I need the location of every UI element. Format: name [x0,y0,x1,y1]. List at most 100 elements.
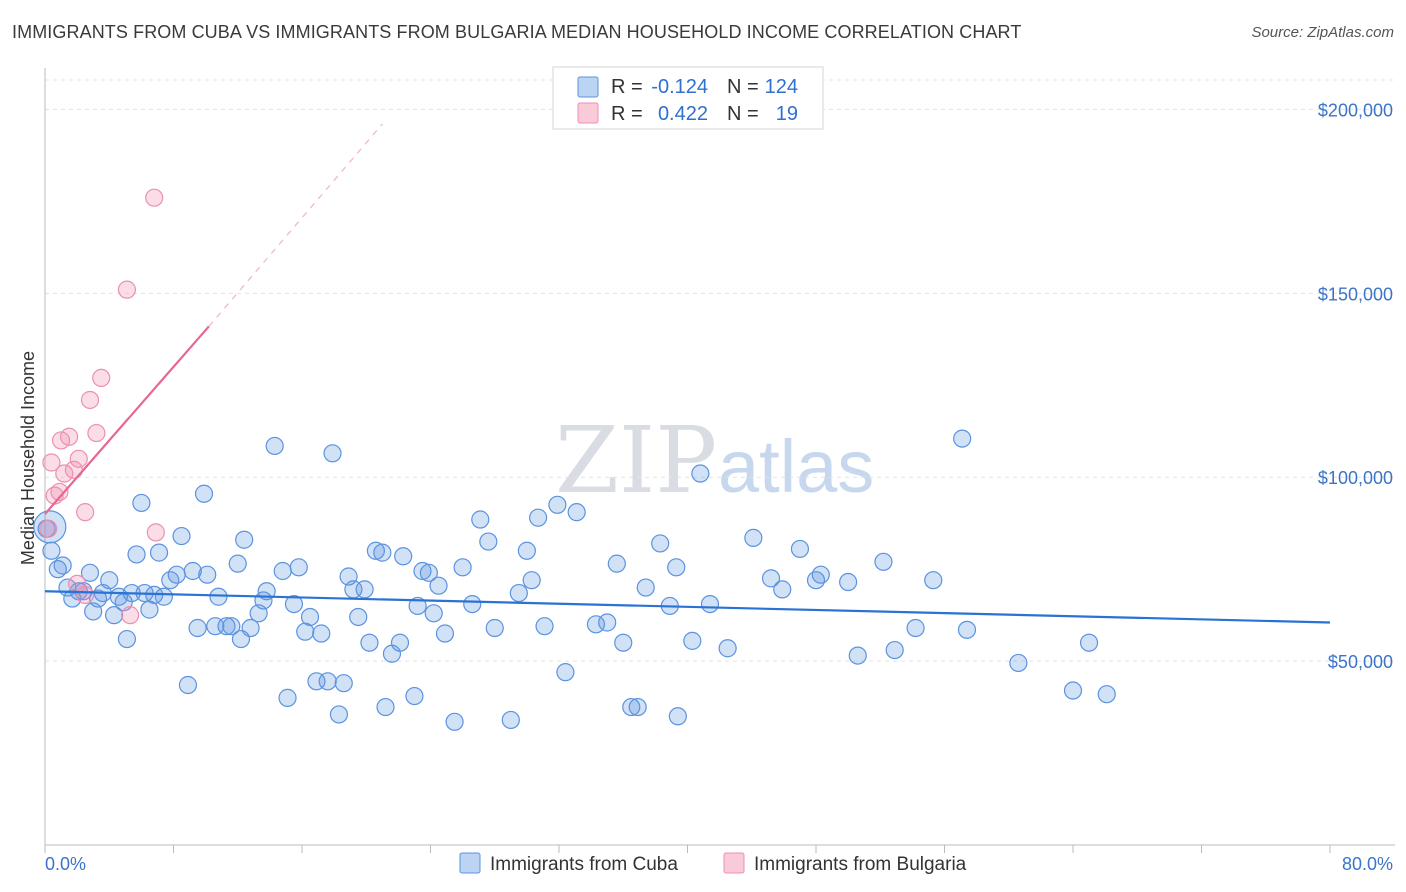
data-point-cuba [953,429,972,448]
data-point-cuba [318,672,337,691]
data-point-cuba [535,617,554,636]
data-point-bulgaria [76,585,95,605]
data-point-cuba [924,571,943,590]
data-point-cuba [300,607,320,627]
data-point-cuba [284,594,304,614]
legend-r-value-bulgaria: 0.422 [658,103,708,125]
data-point-cuba [349,607,368,627]
trend-line-bulgaria-extension [208,123,383,327]
legend-n-label-cuba: N = [727,76,759,98]
data-point-cuba [485,618,504,638]
bottom-legend-swatch-cuba [459,852,481,874]
x-tick-labels: 0.0% 80.0% [45,854,1393,874]
data-point-cuba [761,569,781,588]
data-point-cuba [885,640,904,660]
y-tick-label: $150,000 [1318,284,1393,304]
data-point-cuba [463,594,482,614]
data-point-cuba [607,554,626,573]
legend-n-label-bulgaria: N = [727,103,759,125]
y-tick-label: $100,000 [1318,468,1393,488]
data-point-cuba [1063,681,1083,700]
data-point-cuba [636,578,655,597]
trend-lines [44,123,1331,624]
data-point-cuba [334,674,353,693]
data-point-cuba [167,565,186,584]
data-point-cuba [149,543,169,562]
data-point-cuba [178,675,198,695]
data-point-cuba [806,571,826,590]
data-point-cuba [373,543,392,562]
data-point-cuba [790,539,810,559]
data-point-cuba [598,613,617,632]
x-tick-label-max: 80.0% [1342,854,1393,874]
data-point-cuba [323,444,342,463]
data-point-cuba [117,629,137,649]
data-point-cuba [700,594,720,614]
data-point-cuba [222,617,241,636]
data-point-cuba [548,495,567,514]
data-point-cuba [435,624,455,643]
legend-r-value-cuba: -0.124 [651,76,708,98]
data-point-cuba [668,707,687,726]
data-point-cuba [667,558,686,577]
legend-n-value-cuba: 124 [765,76,798,98]
data-point-cuba [501,710,520,730]
data-point-cuba [691,464,710,483]
data-point-cuba [241,618,260,638]
data-point-cuba [235,530,254,549]
data-point-cuba [132,493,151,513]
data-point-cuba [614,633,633,652]
data-point-cuba [127,545,146,564]
data-point-cuba [80,563,100,582]
data-point-cuba [172,526,191,546]
data-point-bulgaria [59,427,79,446]
data-point-cuba [183,561,202,581]
chart-title: IMMIGRANTS FROM CUBA VS IMMIGRANTS FROM … [12,22,1022,42]
data-point-cuba [567,503,586,522]
legend-swatch-cuba [577,76,599,98]
legend-n-value-bulgaria: 19 [776,103,798,125]
y-tick-label: $50,000 [1328,652,1393,672]
watermark-zip: ZIP [555,407,717,514]
data-point-cuba [405,686,424,706]
series-legend: Immigrants from Cuba Immigrants from Bul… [459,852,967,875]
data-point-cuba [355,580,374,599]
bottom-legend-swatch-bulgaria [723,852,745,874]
data-point-cuba [329,705,349,724]
legend-r-label-bulgaria: R = [611,103,643,125]
data-point-cuba [811,565,830,584]
data-point-cuba [1009,653,1028,673]
data-point-cuba [188,618,207,638]
correlation-legend: R = -0.124 N = 124 R = 0.422 N = 19 [552,66,824,130]
data-point-cuba [273,561,292,581]
data-point-cuba [471,510,490,529]
data-point-cuba [53,556,72,575]
trend-line-cuba [44,590,1331,624]
data-point-cuba [140,600,159,619]
y-tick-labels: $50,000 $100,000 $150,000 $200,000 [1318,100,1393,672]
data-point-cuba [217,617,236,636]
data-point-cuba [509,583,528,603]
data-point-bulgaria [92,368,111,388]
data-point-cuba [718,639,737,658]
data-point-cuba [360,633,379,652]
data-point-cuba [394,547,413,566]
gridlines [45,79,1395,662]
data-point-cuba [429,576,448,595]
data-point-cuba [209,587,228,606]
data-point-bulgaria [76,503,95,522]
series-bulgaria-points [39,188,165,625]
source-label: Source: ZipAtlas.com [1251,24,1394,41]
data-point-cuba [265,436,284,456]
data-point-bulgaria [121,606,140,625]
data-point-bulgaria [42,453,61,472]
watermark-atlas: atlas [718,425,874,508]
data-point-cuba [622,697,641,717]
series-cuba-points [33,429,1116,731]
data-point-cuba [529,508,548,527]
data-point-cuba [419,563,438,582]
data-point-cuba [194,484,214,503]
data-point-cuba [556,663,575,682]
data-point-cuba [874,552,893,571]
data-point-cuba [390,633,410,652]
